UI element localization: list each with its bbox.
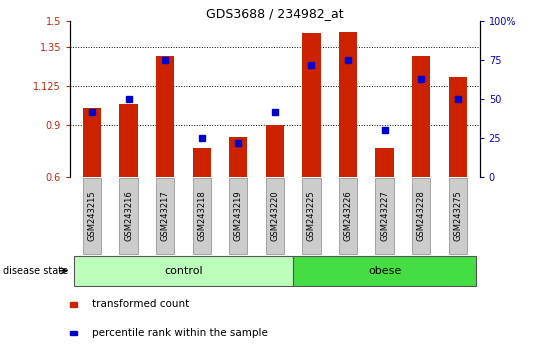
Bar	[70, 331, 77, 335]
FancyBboxPatch shape	[339, 178, 357, 254]
Bar	[302, 33, 321, 177]
Bar	[70, 302, 77, 307]
Text: GSM243219: GSM243219	[234, 190, 243, 241]
Text: GSM243225: GSM243225	[307, 190, 316, 241]
Bar	[83, 108, 101, 177]
FancyBboxPatch shape	[266, 178, 284, 254]
Bar	[339, 32, 357, 177]
Text: disease state: disease state	[3, 266, 68, 276]
Text: GSM243215: GSM243215	[87, 190, 96, 241]
Text: transformed count: transformed count	[92, 299, 189, 309]
Text: GSM243226: GSM243226	[343, 190, 353, 241]
Text: percentile rank within the sample: percentile rank within the sample	[92, 328, 267, 338]
FancyBboxPatch shape	[293, 256, 476, 286]
FancyBboxPatch shape	[376, 178, 394, 254]
Bar	[376, 148, 394, 177]
Text: control: control	[164, 266, 203, 276]
Bar	[448, 76, 467, 177]
Title: GDS3688 / 234982_at: GDS3688 / 234982_at	[206, 7, 344, 20]
FancyBboxPatch shape	[74, 256, 293, 286]
Bar	[192, 148, 211, 177]
Text: GSM243216: GSM243216	[124, 190, 133, 241]
Text: GSM243227: GSM243227	[380, 190, 389, 241]
Bar	[120, 104, 138, 177]
Text: GSM243218: GSM243218	[197, 190, 206, 241]
FancyBboxPatch shape	[120, 178, 138, 254]
FancyBboxPatch shape	[192, 178, 211, 254]
FancyBboxPatch shape	[229, 178, 247, 254]
Bar	[229, 137, 247, 177]
Text: GSM243217: GSM243217	[161, 190, 170, 241]
FancyBboxPatch shape	[302, 178, 321, 254]
FancyBboxPatch shape	[156, 178, 174, 254]
FancyBboxPatch shape	[83, 178, 101, 254]
Bar	[412, 56, 430, 177]
Text: GSM243275: GSM243275	[453, 190, 462, 241]
FancyBboxPatch shape	[412, 178, 430, 254]
Bar	[156, 56, 174, 177]
FancyBboxPatch shape	[448, 178, 467, 254]
Text: obese: obese	[368, 266, 401, 276]
Bar	[266, 125, 284, 177]
Text: GSM243220: GSM243220	[271, 190, 279, 241]
Text: GSM243228: GSM243228	[417, 190, 426, 241]
